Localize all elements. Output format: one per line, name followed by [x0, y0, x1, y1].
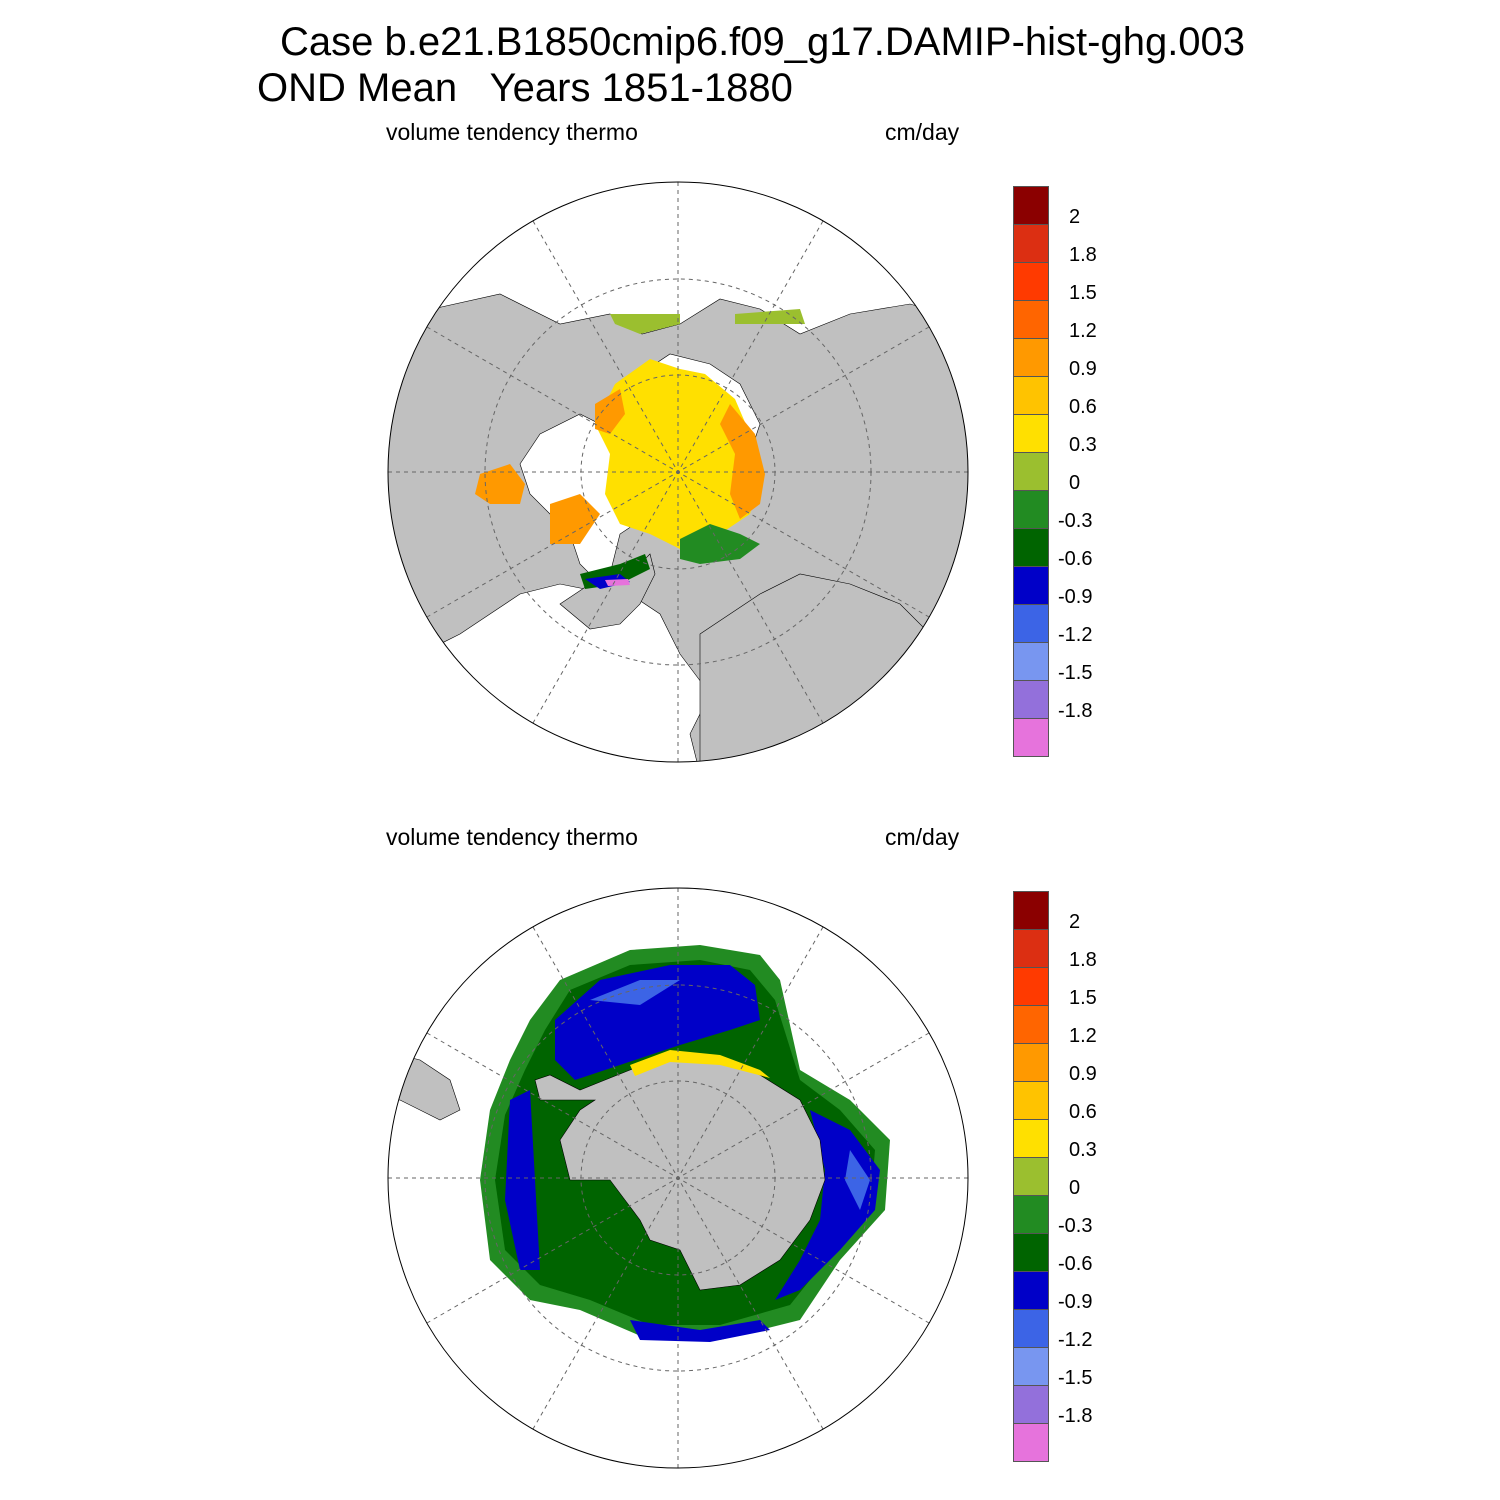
- south-ice-shelf-yellow: [630, 1050, 770, 1078]
- figure-title-period: OND Mean Years 1851-1880: [257, 66, 793, 110]
- colorbar-tick-label: 0.9: [1069, 1063, 1097, 1085]
- south-ice-blue-atlantic: [505, 1090, 540, 1270]
- colorbar-tick-label: 1.8: [1069, 244, 1097, 266]
- colorbar-tick-label: -1.2: [1058, 1329, 1093, 1351]
- colorbar-swatch: [1013, 377, 1049, 415]
- north-ice-orange-east: [720, 404, 765, 519]
- colorbar-tick-label: 0: [1069, 1177, 1081, 1199]
- colorbar-swatch: [1013, 415, 1049, 453]
- colorbar-swatch: [1013, 1196, 1049, 1234]
- colorbar-swatch: [1013, 1082, 1049, 1120]
- colorbar-swatch: [1013, 529, 1049, 567]
- south-panel-units-label: cm/day: [885, 824, 960, 850]
- colorbar-swatch: [1013, 567, 1049, 605]
- colorbar-swatch: [1013, 1044, 1049, 1082]
- north-polar-map: [387, 181, 969, 763]
- north-graticule: [388, 182, 968, 762]
- south-graticule: [388, 888, 968, 1468]
- colorbar-swatch: [1013, 301, 1049, 339]
- colorbar-tick-label: -1.2: [1058, 624, 1093, 646]
- colorbar-swatch: [1013, 1386, 1049, 1424]
- colorbar-tick-label: -1.5: [1058, 662, 1093, 684]
- colorbar-tick-label: 0.6: [1069, 1101, 1097, 1123]
- colorbar-tick-label: -1.5: [1058, 1367, 1093, 1389]
- colorbar-swatch: [1013, 1424, 1049, 1462]
- colorbar-tick-label: -0.6: [1058, 548, 1093, 570]
- colorbar-tick-label: 1.2: [1069, 1025, 1097, 1047]
- colorbar-swatch: [1013, 453, 1049, 491]
- colorbar-tick-label: 2: [1069, 206, 1081, 228]
- south-panel-variable-label: volume tendency thermo: [386, 824, 638, 850]
- north-map-border: [387, 181, 969, 763]
- colorbar-swatch: [1013, 186, 1049, 225]
- colorbar-tick-label: 1.5: [1069, 282, 1097, 304]
- colorbar-tick-label: 1.8: [1069, 949, 1097, 971]
- north-ice-orange-west: [595, 389, 625, 434]
- north-ice-canada: [550, 494, 600, 544]
- colorbar-swatch: [1013, 1158, 1049, 1196]
- figure-title-case: Case b.e21.B1850cmip6.f09_g17.DAMIP-hist…: [280, 20, 1246, 64]
- colorbar-tick-label: 1.2: [1069, 320, 1097, 342]
- colorbar-tick-label: -0.3: [1058, 510, 1093, 532]
- colorbar-swatch: [1013, 1120, 1049, 1158]
- colorbar-swatch: [1013, 605, 1049, 643]
- colorbar-tick-label: 0.6: [1069, 396, 1097, 418]
- colorbar-tick-label: 1.5: [1069, 987, 1097, 1009]
- south-polar-map: [387, 887, 969, 1469]
- colorbar-swatch: [1013, 719, 1049, 757]
- north-colorbar: [1013, 186, 1049, 757]
- north-ice-green-north: [610, 314, 680, 334]
- colorbar-tick-label: 0.9: [1069, 358, 1097, 380]
- south-ice-blue-south: [630, 1320, 770, 1342]
- colorbar-swatch: [1013, 891, 1049, 930]
- colorbar-swatch: [1013, 1234, 1049, 1272]
- colorbar-swatch: [1013, 643, 1049, 681]
- north-ice-pink-patch: [605, 579, 630, 586]
- colorbar-tick-label: -0.3: [1058, 1215, 1093, 1237]
- colorbar-tick-label: 0.3: [1069, 1139, 1097, 1161]
- colorbar-tick-label: -0.6: [1058, 1253, 1093, 1275]
- colorbar-swatch: [1013, 339, 1049, 377]
- south-land-antarctica: [534, 1054, 826, 1291]
- colorbar-swatch: [1013, 930, 1049, 968]
- south-map-border: [387, 887, 969, 1469]
- north-panel-units-label: cm/day: [885, 119, 960, 145]
- colorbar-swatch: [1013, 968, 1049, 1006]
- colorbar-swatch: [1013, 1272, 1049, 1310]
- south-colorbar: [1013, 891, 1049, 1462]
- north-panel-variable-label: volume tendency thermo: [386, 119, 638, 145]
- colorbar-tick-label: 0: [1069, 472, 1081, 494]
- colorbar-swatch: [1013, 681, 1049, 719]
- colorbar-tick-label: 2: [1069, 911, 1081, 933]
- colorbar-swatch: [1013, 225, 1049, 263]
- colorbar-tick-label: -0.9: [1058, 1291, 1093, 1313]
- north-ice-bay: [475, 464, 525, 504]
- colorbar-swatch: [1013, 491, 1049, 529]
- colorbar-swatch: [1013, 263, 1049, 301]
- colorbar-tick-label: -0.9: [1058, 586, 1093, 608]
- colorbar-swatch: [1013, 1310, 1049, 1348]
- colorbar-swatch: [1013, 1006, 1049, 1044]
- colorbar-tick-label: -1.8: [1058, 1405, 1093, 1427]
- south-ice-lightblue-patch2: [845, 1150, 870, 1210]
- colorbar-tick-label: 0.3: [1069, 434, 1097, 456]
- colorbar-swatch: [1013, 1348, 1049, 1386]
- north-ice-green-barents: [680, 524, 760, 564]
- colorbar-tick-label: -1.8: [1058, 700, 1093, 722]
